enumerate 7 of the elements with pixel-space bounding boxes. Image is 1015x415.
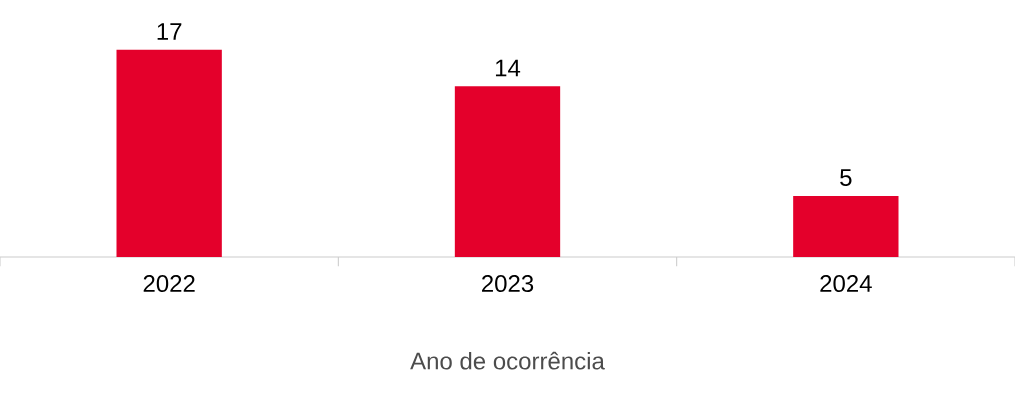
x-axis-title: Ano de ocorrência [410,351,605,370]
x-tick-label: 2024 [820,275,872,293]
data-label: 5 [840,169,852,186]
data-label: 14 [495,59,521,77]
data-label: 17 [157,23,182,40]
x-tick-label: 2023 [482,275,534,293]
x-tick-label: 2022 [143,275,195,293]
